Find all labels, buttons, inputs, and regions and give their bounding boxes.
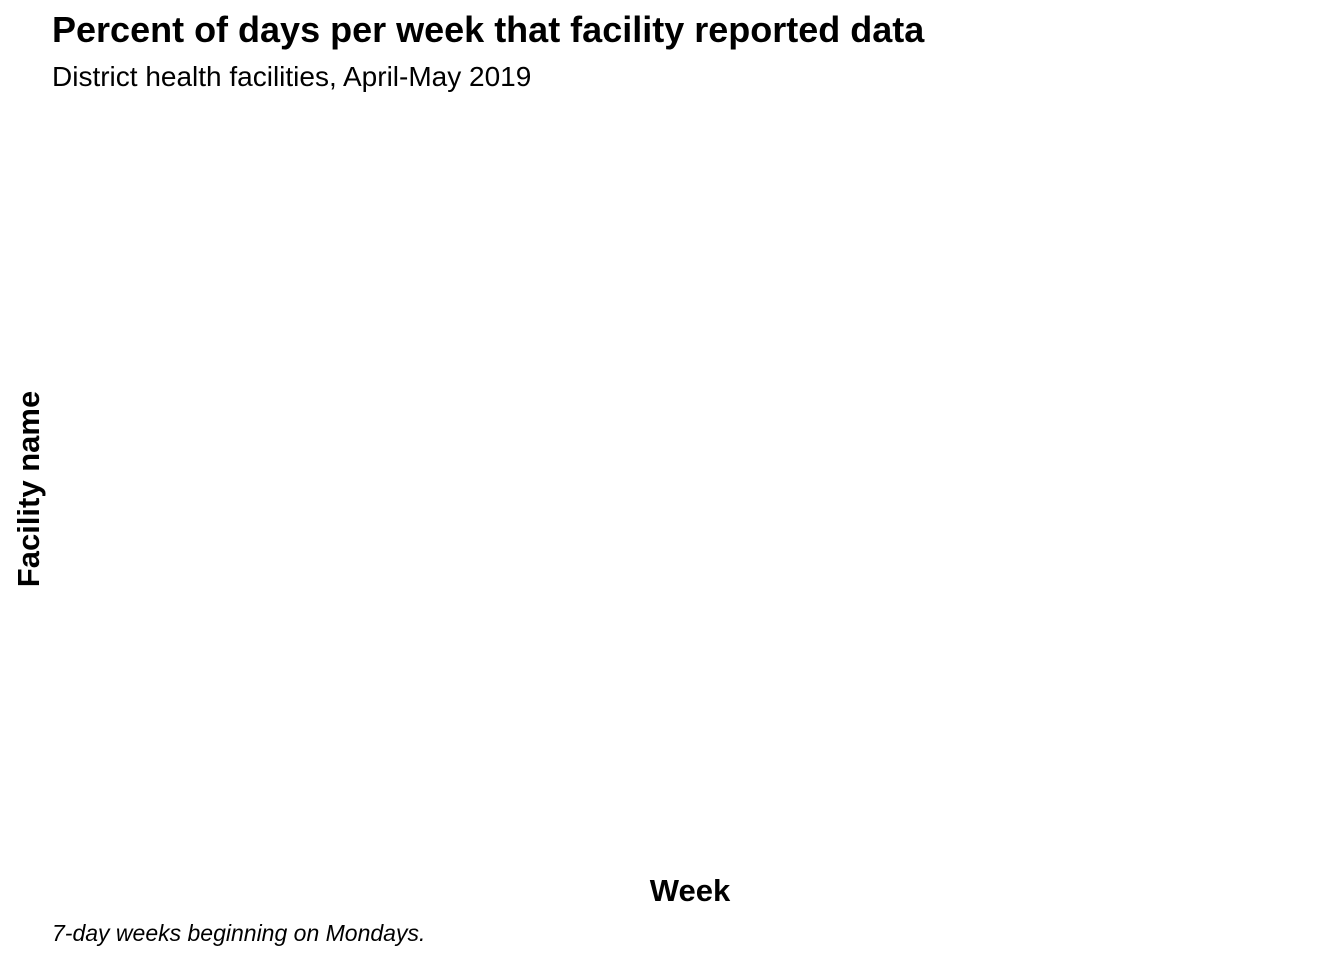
y-axis-label: Facility name	[11, 390, 46, 588]
chart-caption: 7-day weeks beginning on Mondays.	[52, 920, 426, 946]
heatmap-canvas	[60, 110, 1320, 865]
x-axis-label: Week	[649, 873, 731, 908]
chart-title: Percent of days per week that facility r…	[52, 9, 925, 50]
chart-subtitle: District health facilities, April-May 20…	[52, 61, 532, 92]
plot-area	[60, 110, 1320, 865]
